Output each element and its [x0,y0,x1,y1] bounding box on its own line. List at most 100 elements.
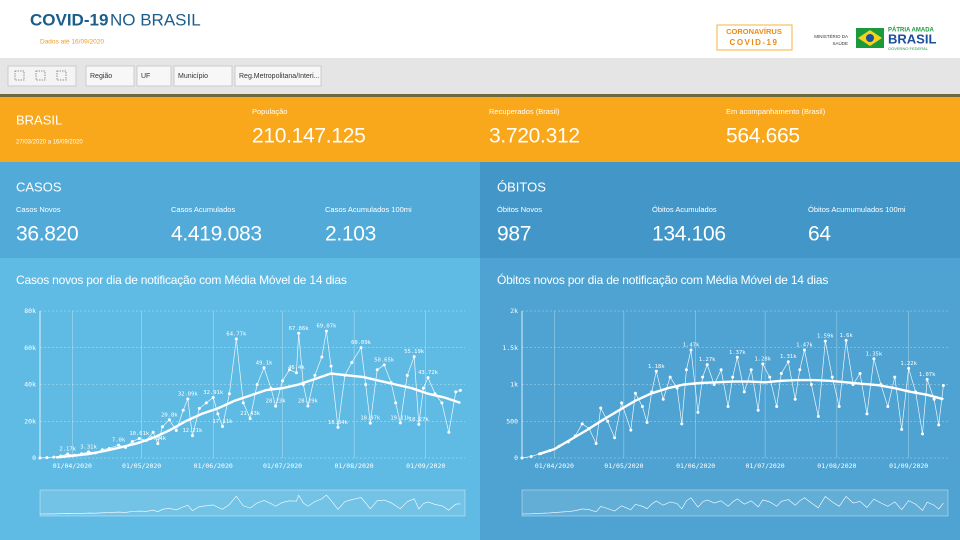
point [329,364,333,368]
filter-box[interactable] [173,65,233,87]
x-tick-label: 01/07/2020 [263,462,302,470]
data-label: 7.84k [150,436,167,442]
point [364,383,368,386]
point [761,362,765,366]
point [830,375,834,379]
point [458,388,462,392]
point [426,376,430,380]
point [865,412,869,416]
filter-box[interactable] [136,65,172,87]
point [398,421,402,425]
stat-value: 564.665 [726,125,800,148]
y-tick-label: 1.5k [502,344,518,352]
point [661,397,665,401]
filter-label: Reg.Metropolitana/Interi... [239,73,320,80]
point [216,412,220,416]
summary-band [0,97,960,162]
x-tick-label: 01/08/2020 [817,462,856,470]
point [359,346,363,350]
point [454,390,458,394]
point [45,456,49,460]
point [809,383,813,386]
point [816,414,820,418]
point [181,408,185,412]
data-label: 12.21k [183,428,204,434]
data-label: 10.61k [129,431,150,437]
point [937,423,941,427]
point [324,329,328,333]
point [837,405,841,409]
data-label: 55.19k [404,349,425,355]
filter-box[interactable] [85,65,135,87]
stat-label: População [252,107,287,116]
point [742,390,746,394]
point [696,410,700,414]
stat-label: Recuperados (Brasil) [489,107,560,116]
stat-value: 3.720.312 [489,125,580,148]
point [680,422,684,426]
point [297,331,301,335]
point [712,383,716,386]
filter-box[interactable] [234,65,322,87]
point [599,406,603,410]
point [447,430,451,434]
point [893,375,897,379]
data-label: 1.47k [796,342,813,348]
point [248,417,252,421]
point [645,420,649,424]
point [287,368,291,372]
stat-label: Casos Novos [16,205,61,214]
stat-label: Casos Acumulados [171,205,235,214]
data-label: 1.35k [866,351,883,357]
title-bold: COVID-19 [30,10,108,29]
header [0,0,960,58]
point [368,421,372,425]
summary-period: 27/03/2020 a 16/09/2020 [16,140,83,146]
data-label: 64.77k [226,331,247,337]
data-label: 1.28k [755,356,772,362]
data-label: 1.47k [683,342,700,348]
point [117,443,121,447]
y-tick-label: 80k [24,307,36,315]
point [844,338,848,342]
point [802,348,806,352]
icon-select[interactable] [14,70,25,81]
chart-title: Óbitos novos por dia de notificação com … [497,272,828,287]
point [274,404,278,408]
icon-lasso[interactable] [35,70,46,81]
gov-top: PÁTRIA AMADA [888,27,935,34]
toolbar-icons [7,65,77,87]
range-selector[interactable] [521,489,949,517]
filter-label: Região [90,73,112,80]
x-tick-label: 01/06/2020 [194,462,233,470]
y-tick-label: 40k [24,381,36,389]
point [629,428,633,432]
point [640,405,644,409]
point [160,425,164,429]
y-tick-label: 0 [32,454,36,462]
moving-average [56,372,461,459]
logo-top: CORONAVÍRUS [726,27,782,36]
point [620,401,624,405]
point [907,366,911,370]
stat-value: 4.419.083 [171,223,262,246]
point [705,363,709,367]
stat-label: Em acompanhamento (Brasil) [726,107,826,116]
mini-line [521,495,944,515]
range-selector[interactable] [39,489,466,517]
point [130,439,134,443]
point [654,369,658,373]
point [350,360,354,364]
point [872,357,876,361]
summary-name: BRASIL [16,112,62,127]
y-tick-label: 20k [24,417,36,425]
icon-clear[interactable] [56,70,67,81]
point [731,375,735,379]
point [394,401,398,405]
point [421,386,425,390]
point [701,375,705,379]
moving-average [537,378,944,456]
point [156,442,160,446]
point [227,392,231,396]
